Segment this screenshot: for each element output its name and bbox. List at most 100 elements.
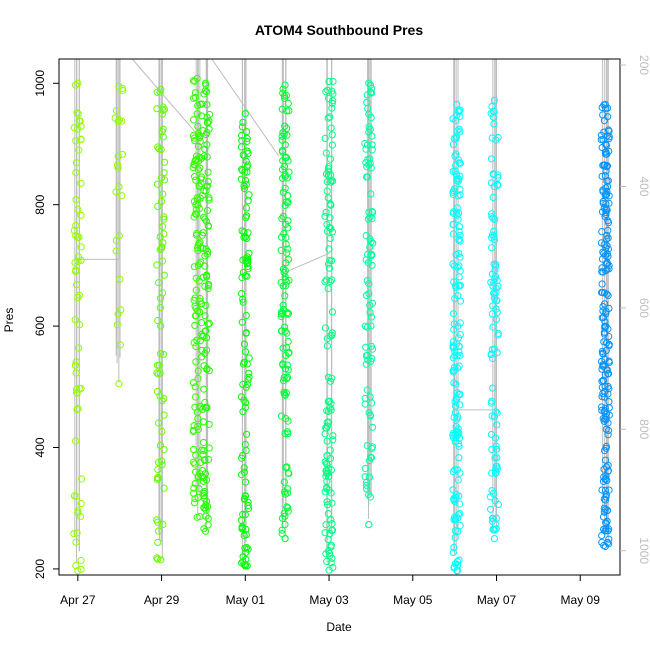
data-point <box>598 172 606 180</box>
data-point <box>192 358 200 366</box>
data-point <box>195 205 203 213</box>
y-tick-label: 200 <box>33 559 47 579</box>
data-point <box>449 429 457 437</box>
data-point <box>241 492 249 500</box>
data-point <box>201 262 209 270</box>
data-point <box>112 188 120 196</box>
data-point <box>600 338 608 346</box>
data-point <box>77 384 85 393</box>
data-point <box>491 520 499 528</box>
data-point <box>190 213 198 221</box>
data-point <box>155 419 163 427</box>
data-point <box>155 458 163 466</box>
data-point <box>191 137 199 145</box>
data-point <box>239 298 247 306</box>
data-point <box>202 327 210 335</box>
data-point <box>190 134 199 142</box>
data-point <box>200 152 208 160</box>
data-point <box>365 79 373 87</box>
data-point <box>603 290 611 298</box>
data-point <box>202 187 210 195</box>
data-point <box>78 475 86 483</box>
data-point <box>77 211 85 219</box>
data-point <box>488 213 496 221</box>
data-point <box>602 463 611 471</box>
data-point <box>453 389 461 397</box>
data-point <box>159 125 167 133</box>
data-point <box>77 565 85 573</box>
data-point <box>158 243 166 251</box>
data-point <box>602 104 610 113</box>
data-point <box>158 397 166 405</box>
data-point <box>201 215 209 223</box>
data-point <box>205 117 213 125</box>
data-point <box>328 331 336 339</box>
data-point <box>72 221 80 230</box>
data-point <box>454 156 463 164</box>
data-point <box>199 438 208 447</box>
data-point <box>194 201 202 209</box>
data-point <box>279 212 287 221</box>
data-point <box>193 196 202 204</box>
data-point <box>599 199 607 207</box>
data-point <box>245 249 253 257</box>
y2-tick-label: 200 <box>637 55 650 75</box>
data-point <box>198 100 206 108</box>
data-point <box>279 129 287 137</box>
data-point <box>326 446 334 454</box>
data-point <box>491 434 500 442</box>
data-point <box>201 504 209 512</box>
data-point <box>73 109 81 117</box>
data-point <box>198 112 206 120</box>
data-point <box>329 97 337 105</box>
data-point <box>451 534 459 542</box>
data-point <box>361 464 369 472</box>
data-point <box>603 187 611 195</box>
data-point <box>284 309 293 318</box>
data-point <box>451 398 459 406</box>
data-point <box>199 332 207 340</box>
data-point <box>362 232 370 240</box>
data-point <box>605 127 613 135</box>
data-point <box>600 465 608 473</box>
data-point <box>281 512 289 520</box>
data-point <box>368 444 376 452</box>
data-point <box>326 256 334 264</box>
data-point <box>366 81 375 89</box>
data-point <box>284 310 292 318</box>
data-point <box>454 209 463 217</box>
data-point <box>365 280 373 288</box>
data-point <box>284 192 292 200</box>
data-point <box>75 146 83 154</box>
data-point <box>324 464 332 473</box>
data-point <box>451 409 459 417</box>
data-point <box>489 107 498 115</box>
data-point <box>118 192 126 200</box>
data-point <box>283 503 291 511</box>
data-point <box>278 136 286 144</box>
data-point <box>71 258 79 267</box>
data-point <box>237 516 246 524</box>
data-point <box>454 192 462 200</box>
data-point <box>284 245 292 253</box>
data-point <box>193 408 201 416</box>
y2-tick-label: 600 <box>637 298 650 318</box>
data-point <box>241 562 249 570</box>
data-point <box>278 165 287 174</box>
data-point <box>455 362 463 370</box>
data-point <box>197 319 206 327</box>
data-point <box>600 249 608 258</box>
data-point <box>277 246 285 254</box>
data-point <box>70 226 78 235</box>
data-point <box>195 239 203 248</box>
x-tick-label: May 05 <box>393 593 433 607</box>
data-point <box>490 534 499 543</box>
data-point <box>243 128 251 136</box>
data-point <box>74 233 82 241</box>
data-point <box>324 373 332 381</box>
data-point <box>449 486 457 494</box>
data-point <box>327 516 335 524</box>
data-point <box>601 496 610 504</box>
data-point <box>204 177 212 186</box>
data-point <box>115 183 123 191</box>
